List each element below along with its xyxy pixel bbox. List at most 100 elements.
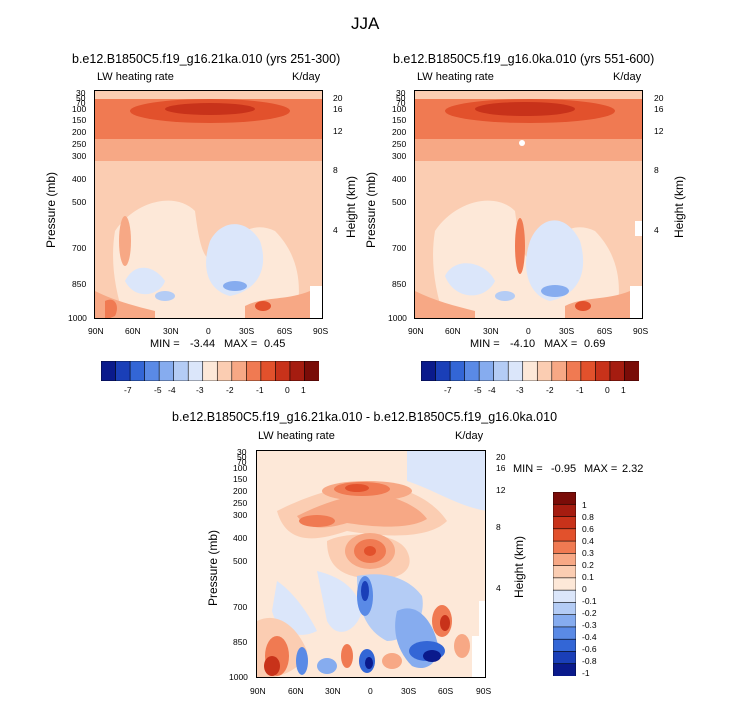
colorbar-label: -5 bbox=[154, 385, 162, 395]
x-tick: 60N bbox=[445, 326, 461, 336]
y-tick: 50 bbox=[76, 93, 86, 103]
y-tick: 1000 bbox=[388, 313, 407, 323]
y-tick: 200 bbox=[72, 127, 87, 137]
y-tick: 400 bbox=[233, 533, 248, 543]
colorbar-label: 0.8 bbox=[582, 512, 594, 522]
y-tick: 250 bbox=[392, 139, 407, 149]
x-tick: 30S bbox=[559, 326, 575, 336]
x-tick: 60N bbox=[288, 686, 304, 696]
y2-tick: 20 bbox=[496, 452, 506, 462]
y-tick: 50 bbox=[237, 452, 247, 462]
variable-label: LW heating rate bbox=[97, 71, 174, 83]
y2-tick: 8 bbox=[654, 165, 659, 175]
colorbar-swatch bbox=[289, 360, 306, 382]
y-tick: 250 bbox=[72, 139, 87, 149]
y-tick: 30 bbox=[76, 88, 86, 98]
colorbar-swatch bbox=[552, 651, 577, 665]
colorbar bbox=[552, 491, 577, 677]
colorbar-swatch bbox=[129, 360, 146, 382]
y2-axis-label: Height (km) bbox=[672, 175, 686, 238]
colorbar-swatch bbox=[464, 360, 480, 382]
max-label: MAX = bbox=[224, 338, 258, 350]
colorbar-label: -5 bbox=[474, 385, 482, 395]
colorbar-swatch bbox=[552, 589, 577, 603]
min-label: MIN = bbox=[150, 338, 180, 350]
page-title: JJA bbox=[351, 14, 380, 33]
x-tick: 0 bbox=[206, 326, 211, 336]
contour-field bbox=[257, 451, 485, 677]
y-tick: 850 bbox=[233, 637, 248, 647]
colorbar-swatch bbox=[216, 360, 233, 382]
x-tick: 60N bbox=[125, 326, 141, 336]
y-tick: 400 bbox=[392, 174, 407, 184]
max-value: 0.45 bbox=[264, 338, 286, 350]
colorbar bbox=[100, 360, 320, 382]
y-tick: 700 bbox=[72, 243, 87, 253]
y-tick: 500 bbox=[233, 556, 248, 566]
panel-title: b.e12.B1850C5.f19_g16.0ka.010 (yrs 551-6… bbox=[393, 52, 655, 66]
y-tick: 30 bbox=[237, 447, 247, 457]
y-tick: 70 bbox=[76, 98, 86, 108]
y-axis-label: Pressure (mb) bbox=[206, 529, 220, 606]
y-tick: 200 bbox=[392, 127, 407, 137]
colorbar-swatch bbox=[552, 528, 577, 542]
colorbar-label: -2 bbox=[546, 385, 554, 395]
y-tick: 200 bbox=[233, 486, 248, 496]
colorbar-swatches bbox=[552, 491, 577, 677]
min-label: MIN = bbox=[470, 338, 500, 350]
x-tick: 60S bbox=[597, 326, 613, 336]
min-value: -4.10 bbox=[510, 338, 536, 350]
x-tick: 90N bbox=[408, 326, 424, 336]
y2-tick: 16 bbox=[496, 463, 506, 473]
colorbar-swatch bbox=[595, 360, 611, 382]
variable-label: LW heating rate bbox=[258, 430, 335, 442]
x-tick: 90S bbox=[476, 686, 492, 696]
panel-title: b.e12.B1850C5.f19_g16.21ka.010 (yrs 251-… bbox=[72, 52, 341, 66]
contour-field bbox=[95, 91, 322, 318]
y-tick: 1000 bbox=[68, 313, 87, 323]
y-tick: 70 bbox=[396, 98, 406, 108]
y-tick: 500 bbox=[392, 197, 407, 207]
x-tick: 30N bbox=[163, 326, 179, 336]
colorbar-label: 1 bbox=[301, 385, 306, 395]
y-tick: 300 bbox=[233, 510, 248, 520]
y-tick: 300 bbox=[392, 151, 407, 161]
x-tick: 30S bbox=[401, 686, 417, 696]
contour-plot bbox=[256, 450, 486, 678]
colorbar-label: 0.2 bbox=[582, 560, 594, 570]
y-tick: 100 bbox=[392, 104, 407, 114]
colorbar-label: -1 bbox=[576, 385, 584, 395]
colorbar-label: -4 bbox=[168, 385, 176, 395]
x-tick: 90N bbox=[250, 686, 266, 696]
colorbar-label: -0.1 bbox=[582, 596, 597, 606]
colorbar-swatch bbox=[144, 360, 160, 382]
y-tick: 150 bbox=[72, 115, 87, 125]
y-tick: 70 bbox=[237, 457, 247, 467]
colorbar-swatch bbox=[552, 540, 577, 554]
y2-tick: 4 bbox=[496, 583, 501, 593]
units-label: K/day bbox=[613, 71, 642, 83]
colorbar-label: 0 bbox=[285, 385, 290, 395]
colorbar-label: 0.1 bbox=[582, 572, 594, 582]
colorbar-swatch bbox=[552, 577, 577, 591]
colorbar-swatch bbox=[566, 360, 582, 382]
y-tick: 700 bbox=[233, 602, 248, 612]
colorbar-label: -3 bbox=[516, 385, 524, 395]
colorbar-swatch bbox=[507, 360, 524, 382]
colorbar-swatch bbox=[552, 553, 577, 567]
colorbar-label: -0.8 bbox=[582, 656, 597, 666]
y2-tick: 8 bbox=[496, 522, 501, 532]
x-tick: 60S bbox=[438, 686, 454, 696]
y-axis-label: Pressure (mb) bbox=[44, 171, 58, 248]
y-tick: 30 bbox=[396, 88, 406, 98]
colorbar-swatch bbox=[246, 360, 262, 382]
colorbar-swatch bbox=[493, 360, 509, 382]
colorbar-swatch bbox=[522, 360, 538, 382]
colorbar-swatch bbox=[173, 360, 189, 382]
colorbar-label: 0.4 bbox=[582, 536, 594, 546]
colorbar-swatch bbox=[552, 626, 577, 640]
y2-tick: 12 bbox=[654, 126, 664, 136]
colorbar-swatch bbox=[552, 565, 577, 579]
colorbar-swatch bbox=[158, 360, 175, 382]
y2-axis-label: Height (km) bbox=[344, 175, 358, 238]
